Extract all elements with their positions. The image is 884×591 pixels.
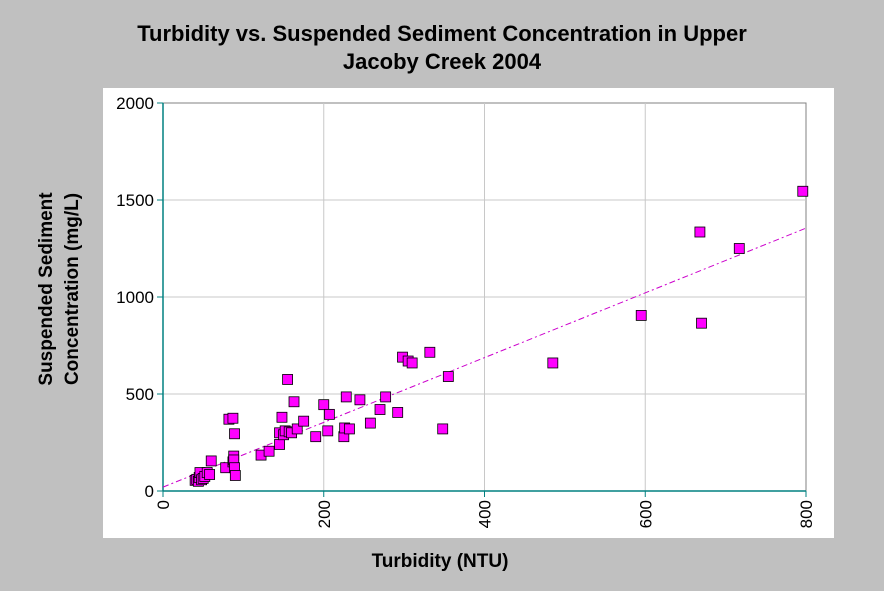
data-point — [354, 394, 366, 406]
data-point — [323, 408, 335, 420]
y-tick-label: 1500 — [116, 191, 154, 210]
data-point — [229, 428, 240, 440]
data-point — [291, 423, 303, 435]
x-axis-title: Turbidity (NTU) — [372, 551, 509, 572]
data-point — [364, 417, 376, 429]
data-point — [424, 346, 436, 358]
x-tick-label: 200 — [315, 500, 334, 528]
x-tick-label: 400 — [476, 500, 495, 528]
y-tick-label: 500 — [126, 385, 154, 404]
y-tick-label: 0 — [145, 482, 154, 501]
data-point — [227, 412, 239, 424]
x-tick-label: 600 — [636, 500, 655, 528]
data-point — [696, 317, 707, 329]
trendline — [162, 227, 807, 488]
data-point — [204, 469, 216, 480]
y-axis-title-line-1: Suspended Sediment — [36, 192, 57, 386]
data-point — [442, 371, 454, 382]
data-point — [274, 439, 285, 450]
data-point — [205, 455, 217, 467]
data-point — [310, 431, 322, 443]
y-tick-label: 1000 — [116, 288, 154, 307]
data-point — [437, 423, 449, 435]
y-axis-title-line-2: Concentration (mg/L) — [62, 193, 83, 385]
data-point — [288, 396, 300, 408]
data-point — [374, 404, 386, 415]
data-point — [282, 374, 293, 385]
data-point — [635, 310, 647, 321]
grid-lines — [163, 103, 806, 491]
trendline-layer — [162, 227, 807, 488]
data-point — [298, 415, 310, 427]
y-tick-label: 2000 — [116, 94, 154, 113]
y-axis: 0 500 1000 1500 2000 — [116, 94, 164, 501]
data-point — [797, 185, 809, 197]
data-point — [322, 425, 334, 437]
data-point — [380, 391, 392, 403]
x-axis: 0 200 400 600 800 — [154, 490, 816, 528]
data-point — [229, 470, 241, 481]
data-point — [276, 411, 288, 423]
data-point — [263, 445, 275, 457]
x-tick-label: 800 — [797, 500, 816, 528]
data-point — [406, 357, 418, 369]
chart-title: Turbidity vs. Suspended Sediment Concent… — [137, 21, 747, 74]
data-point — [733, 243, 745, 254]
data-point — [344, 423, 355, 435]
data-points — [189, 185, 809, 487]
x-tick-label: 0 — [154, 500, 173, 509]
data-point — [392, 407, 404, 418]
data-point — [318, 399, 330, 411]
data-point — [694, 226, 706, 238]
data-point — [340, 391, 352, 403]
data-point — [547, 357, 559, 369]
